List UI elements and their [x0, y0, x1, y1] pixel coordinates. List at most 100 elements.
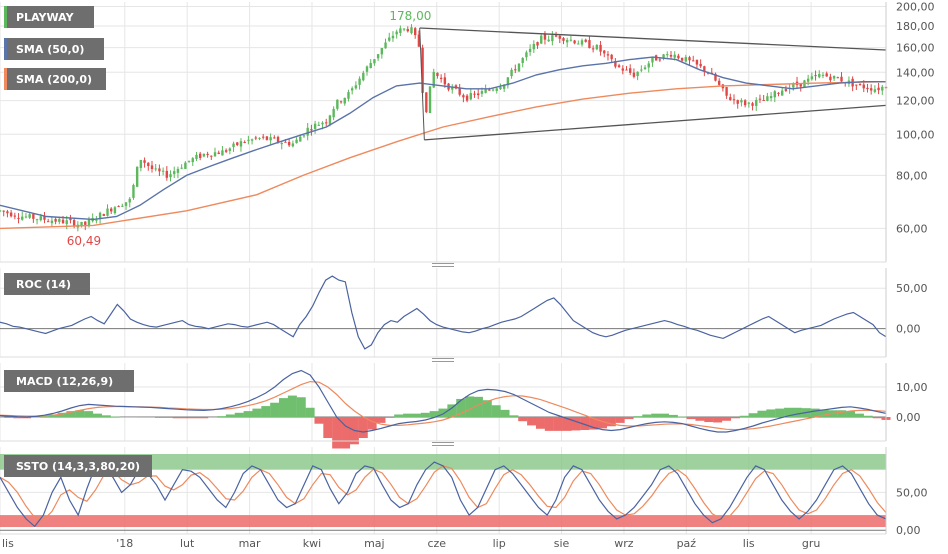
ssto-tag-label: SSTO (14,3,3,80,20) — [16, 460, 140, 473]
macd-histogram-bar — [137, 417, 147, 418]
candle-body — [436, 72, 439, 77]
macd-tick-label: 0,00 — [896, 411, 921, 424]
candle-body — [725, 87, 728, 96]
candle-body — [869, 88, 873, 91]
candle-body — [198, 153, 202, 158]
candle-body — [17, 217, 20, 219]
candle-body — [495, 88, 498, 91]
candle-body — [836, 77, 840, 79]
axes: 200,00 180,00 160,00 140,00 120,00 100,00 80,0… — [0, 1, 935, 550]
sma200-line — [0, 81, 887, 230]
macd-histogram-bar — [660, 413, 669, 417]
zones — [0, 454, 886, 527]
macd-histogram-bar — [642, 414, 652, 417]
candle-body — [629, 68, 632, 73]
macd-histogram-bar — [225, 414, 235, 417]
candle-body — [313, 123, 317, 129]
macd-histogram-bar — [181, 417, 191, 419]
macd-histogram-bar — [270, 402, 280, 417]
candle-body — [191, 158, 194, 163]
candle-body — [150, 165, 154, 170]
candle-body — [13, 215, 17, 217]
candle-body — [636, 71, 639, 77]
panel-separators — [432, 263, 454, 446]
candle-body — [376, 54, 380, 59]
ssto-tag-bg — [4, 455, 152, 477]
macd-histogram-bar — [544, 417, 554, 431]
macd-histogram-bar — [252, 408, 262, 417]
candle-body — [236, 142, 239, 146]
candle-body — [321, 122, 324, 125]
indicator-tags: PLAYWAY SMA (50,0) SMA (200,0) ROC (14) MACD… — [4, 6, 152, 477]
macd-histogram-bar — [4, 417, 14, 418]
candle-body — [599, 44, 602, 52]
candle-body — [165, 170, 169, 178]
candle-body — [714, 73, 717, 81]
candle-body — [154, 168, 157, 170]
candle-body — [336, 99, 339, 109]
macd-histogram-bar — [872, 417, 882, 419]
roc-tick-label: 0,00 — [896, 323, 921, 336]
candle-body — [465, 95, 469, 101]
macd-histogram-bar — [456, 398, 466, 417]
candle-body — [72, 219, 76, 227]
candle-body — [669, 54, 673, 57]
macd-histogram-bar — [819, 409, 829, 417]
candle-body — [532, 43, 536, 50]
macd-histogram-bar — [722, 417, 732, 421]
candle-body — [873, 89, 877, 92]
macd-histogram-bar — [208, 417, 218, 418]
candle-body — [758, 98, 762, 100]
candle-body — [221, 150, 224, 156]
macd-histogram-bar — [606, 417, 616, 427]
candle-body — [439, 77, 443, 80]
candle-body — [840, 76, 843, 82]
macd-histogram-bar — [110, 416, 120, 418]
candle-body — [391, 35, 395, 39]
series — [0, 24, 891, 528]
candle-body — [451, 87, 454, 90]
sma50-tag-bg — [4, 38, 104, 60]
candle-body — [595, 44, 599, 50]
candle-body — [773, 91, 776, 98]
macd-histogram-bar — [784, 407, 794, 417]
macd-histogram-bar — [465, 396, 475, 417]
candle-body — [210, 155, 213, 157]
candle-body — [677, 55, 680, 59]
candle-body — [187, 160, 191, 162]
candle-body — [46, 221, 50, 223]
candle-body — [6, 211, 9, 214]
candle-body — [732, 99, 736, 101]
x-tick-label: '18 — [116, 537, 133, 550]
macd-histogram-bar — [589, 417, 599, 430]
candle-body — [603, 50, 606, 54]
candle-body — [98, 212, 102, 220]
candle-body — [554, 35, 558, 37]
candle-body — [610, 54, 613, 60]
price-tick-label: 120,00 — [896, 95, 935, 108]
candle-body — [751, 103, 754, 106]
macd-histogram-bar — [597, 417, 607, 429]
candle-body — [343, 97, 346, 104]
candle-body — [380, 48, 384, 55]
candle-body — [569, 39, 573, 41]
candle-body — [284, 141, 287, 143]
candle-body — [158, 168, 161, 172]
candle-body — [480, 91, 484, 94]
candle-body — [325, 122, 328, 124]
macd-tag-label: MACD (12,26,9) — [16, 375, 113, 388]
macd-histogram-bar — [305, 407, 315, 417]
candle-body — [806, 78, 810, 82]
candle-body — [632, 72, 636, 77]
playway-tag-swatch — [4, 6, 7, 28]
macd-histogram-bar — [854, 413, 864, 417]
candle-body — [591, 48, 595, 50]
macd-histogram-bar — [279, 398, 289, 417]
candle-body — [862, 84, 865, 89]
oversold-zone — [0, 515, 886, 527]
candle-body — [65, 220, 68, 225]
candle-body — [124, 202, 128, 206]
candle-body — [373, 59, 376, 64]
candle-body — [61, 219, 65, 224]
candle-body — [814, 75, 817, 77]
